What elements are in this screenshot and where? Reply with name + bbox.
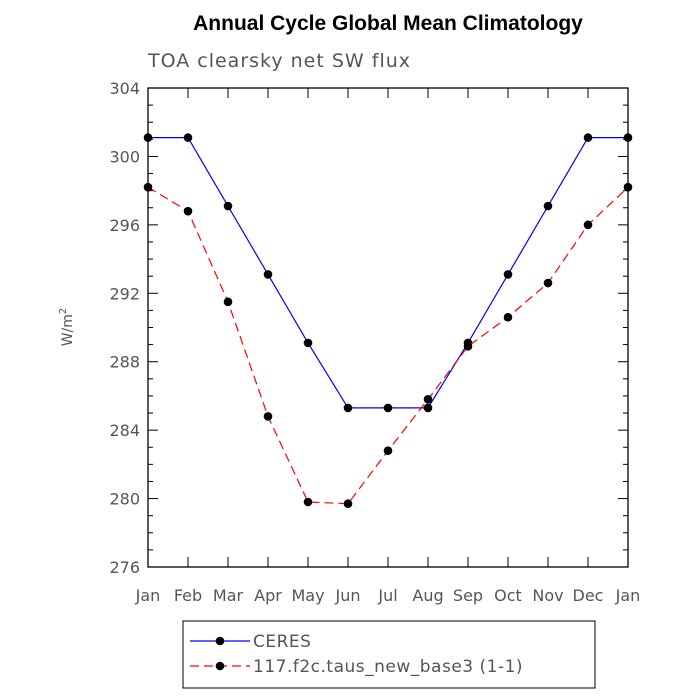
data-point xyxy=(223,201,233,211)
data-point xyxy=(543,201,553,211)
data-point xyxy=(143,182,153,192)
data-point xyxy=(583,220,593,230)
y-tick-label: 276 xyxy=(109,558,140,577)
x-tick-label: Jan xyxy=(615,586,641,605)
data-point xyxy=(303,338,313,348)
x-tick-label: Nov xyxy=(532,586,563,605)
legend-marker xyxy=(215,661,225,671)
data-point xyxy=(623,182,633,192)
legend-entry-label: 117.f2c.taus_new_base3 (1-1) xyxy=(253,657,523,677)
x-tick-label: Jan xyxy=(135,586,161,605)
series-line xyxy=(148,137,628,409)
series-layer xyxy=(143,133,633,509)
y-tick-label: 284 xyxy=(109,421,140,440)
chart-subtitle: TOA clearsky net SW flux xyxy=(147,50,411,72)
y-tick-label: 288 xyxy=(109,353,140,372)
data-point xyxy=(303,497,313,507)
data-point xyxy=(263,412,273,421)
x-tick-label: Jun xyxy=(335,586,361,605)
x-tick-label: Oct xyxy=(494,586,522,605)
x-tick-label: May xyxy=(291,586,324,605)
data-point xyxy=(623,133,633,142)
data-point xyxy=(543,278,553,288)
x-tick-label: Dec xyxy=(573,586,604,605)
legend-marker xyxy=(215,636,225,646)
x-tick-label: Aug xyxy=(412,586,443,605)
x-tick-label: Sep xyxy=(453,586,483,605)
data-point xyxy=(463,342,473,351)
data-point xyxy=(503,270,513,279)
y-tick-label: 296 xyxy=(109,216,140,235)
data-point xyxy=(223,297,233,307)
y-tick-label: 292 xyxy=(109,284,140,303)
legend-entry-label: CERES xyxy=(253,632,311,652)
y-axis-label: W/m2 xyxy=(58,308,76,347)
y-tick-label: 280 xyxy=(109,490,140,509)
x-tick-label: Mar xyxy=(213,586,244,605)
data-point xyxy=(503,312,513,322)
chart-title: Annual Cycle Global Mean Climatology xyxy=(193,12,583,35)
data-point xyxy=(583,133,593,142)
data-point xyxy=(263,270,273,279)
x-tick-label: Feb xyxy=(174,586,202,605)
series-line xyxy=(147,186,629,505)
data-point xyxy=(383,403,393,413)
data-point xyxy=(183,206,193,216)
x-tick-label: Jul xyxy=(377,586,397,605)
data-point xyxy=(343,499,353,509)
y-tick-label: 304 xyxy=(109,79,140,98)
y-tick-label: 300 xyxy=(109,147,140,166)
plot-axes: 276 280 284 288 292 296 300 304 Jan Feb Mar Apr May J… xyxy=(109,79,640,605)
data-point xyxy=(343,403,353,413)
data-point xyxy=(183,133,193,142)
legend-box xyxy=(182,620,596,689)
data-point xyxy=(143,133,153,142)
legend: CERES 117.f2c.taus_new_base3 (1-1) xyxy=(182,620,596,689)
data-point xyxy=(383,446,393,455)
x-tick-label: Apr xyxy=(254,586,282,605)
data-point xyxy=(423,403,433,413)
data-point xyxy=(423,395,433,404)
plot-frame xyxy=(147,87,629,568)
